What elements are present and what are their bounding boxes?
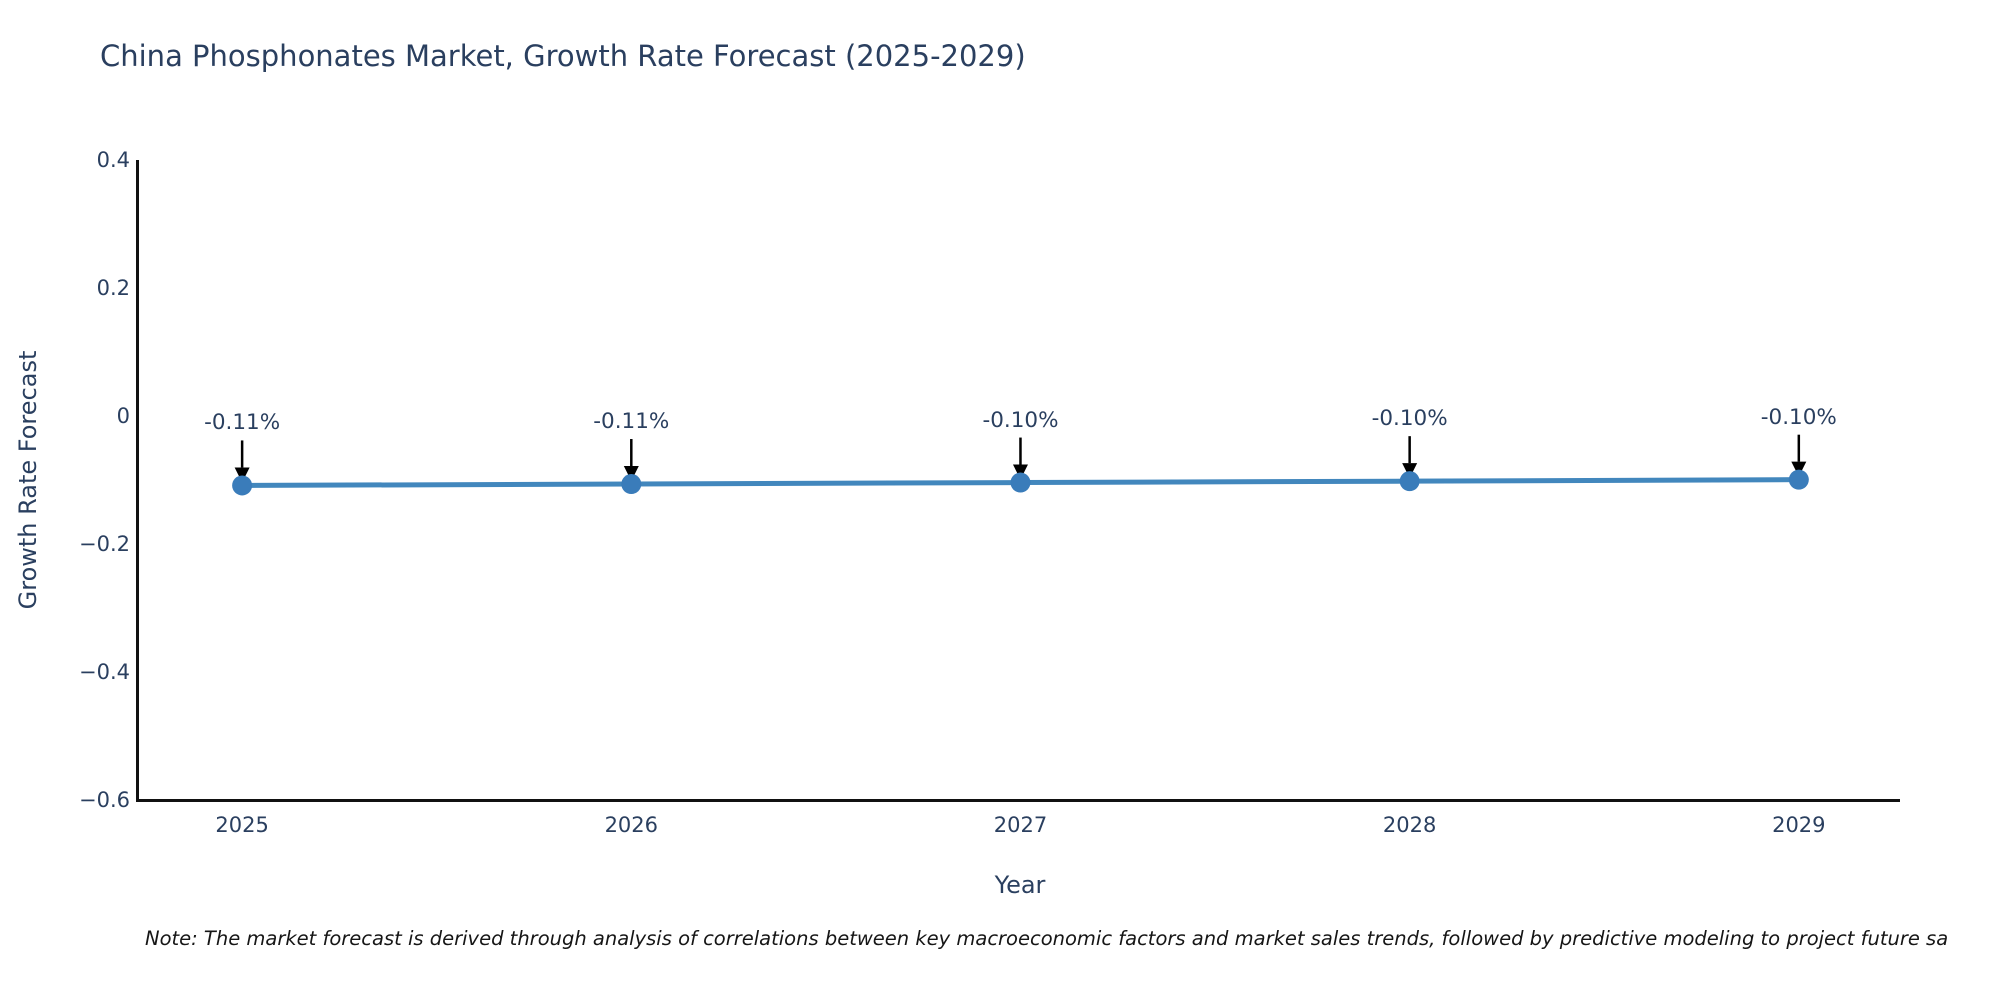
x-tick-label: 2028 xyxy=(1382,813,1437,837)
y-tick-label: 0 xyxy=(116,404,130,428)
y-tick-label: −0.4 xyxy=(79,660,130,684)
point-value-label: -0.10% xyxy=(1371,406,1448,432)
data-point-marker xyxy=(1010,472,1031,493)
y-tick-label: 0.4 xyxy=(96,148,130,172)
annotation-arrowhead xyxy=(1791,461,1807,477)
data-point-marker xyxy=(232,475,253,496)
x-tick-label: 2029 xyxy=(1772,813,1826,837)
annotation-arrowhead xyxy=(623,466,639,482)
point-value-label: -0.11% xyxy=(593,409,670,435)
y-tick-label: −0.6 xyxy=(79,788,130,812)
chart-title: China Phosphonates Market, Growth Rate F… xyxy=(100,39,1026,73)
point-value-label: -0.11% xyxy=(204,410,281,436)
y-tick-label: −0.2 xyxy=(79,532,130,556)
y-tick-label: 0.2 xyxy=(96,276,130,300)
x-tick-label: 2026 xyxy=(604,813,659,837)
data-point-marker xyxy=(1788,469,1809,490)
data-point-marker xyxy=(621,474,642,495)
point-value-label: -0.10% xyxy=(1760,404,1837,430)
x-axis-title: Year xyxy=(994,871,1046,899)
x-tick-label: 2025 xyxy=(215,813,269,837)
annotation-arrowhead xyxy=(1012,464,1028,480)
footnote: Note: The market forecast is derived thr… xyxy=(145,927,1949,950)
x-tick-label: 2027 xyxy=(993,813,1048,837)
annotation-arrowhead xyxy=(1402,463,1418,479)
data-point-marker xyxy=(1399,471,1420,492)
annotation-arrowhead xyxy=(234,467,250,483)
point-value-label: -0.10% xyxy=(982,407,1059,433)
y-axis-title: Growth Rate Forecast xyxy=(14,350,42,610)
